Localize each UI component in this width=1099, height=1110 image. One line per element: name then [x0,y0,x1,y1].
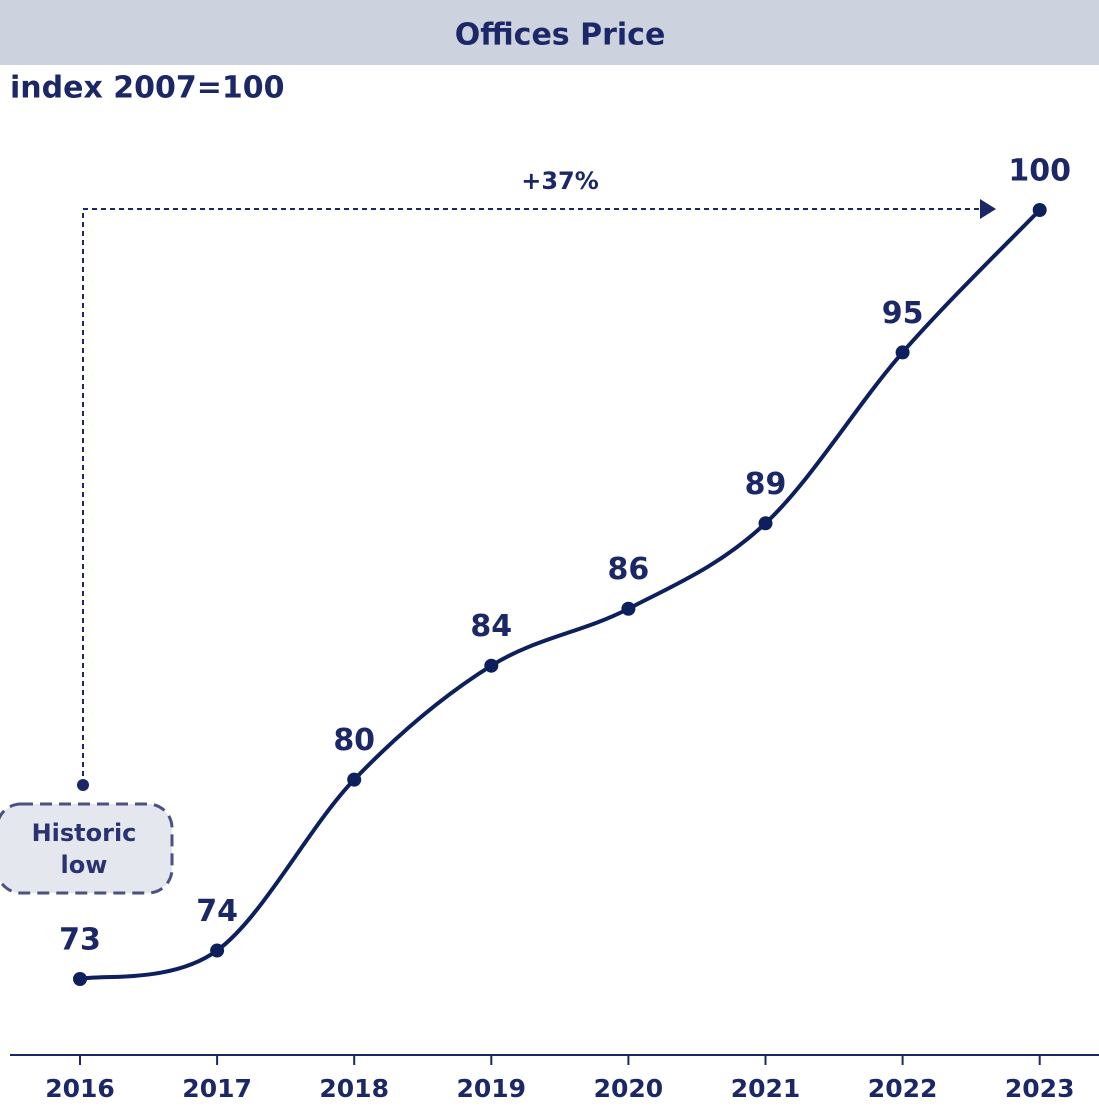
growth-label: +37% [521,167,599,195]
value-label: 100 [1008,154,1071,189]
point [73,972,87,986]
x-tick-label: 2022 [868,1074,938,1103]
chart-subtitle: index 2007=100 [10,71,285,106]
point [1032,203,1047,217]
note-holder: Historic low [31,819,137,879]
value-label: 84 [470,609,512,644]
arrow-head [980,199,996,219]
value-label: 73 [59,923,101,958]
note-text: Historic low [31,819,137,879]
value-label: 95 [882,296,924,331]
point [895,345,910,360]
value-label: 89 [745,467,787,502]
point [758,516,773,531]
growth-arrow [82,208,982,785]
chart-title: Offices Price [455,18,666,53]
x-tick-label: 2018 [319,1074,389,1103]
point [621,601,636,616]
point [210,943,225,958]
line [79,208,1042,981]
x-tick-label: 2021 [731,1074,801,1103]
note-box [0,802,174,895]
x-tick-label: 2017 [182,1074,252,1103]
value-label: 80 [333,723,375,758]
value-label: 74 [196,894,238,929]
x-tick-label: 2019 [457,1074,527,1103]
point [484,658,499,673]
value-label: 86 [608,552,650,587]
title-bar [0,0,1099,65]
x-tick-label: 2016 [45,1074,115,1103]
annotation-dot [77,779,89,791]
x-tick-label: 2023 [1005,1074,1075,1103]
x-tick-label: 2020 [594,1074,664,1103]
point [347,772,362,787]
